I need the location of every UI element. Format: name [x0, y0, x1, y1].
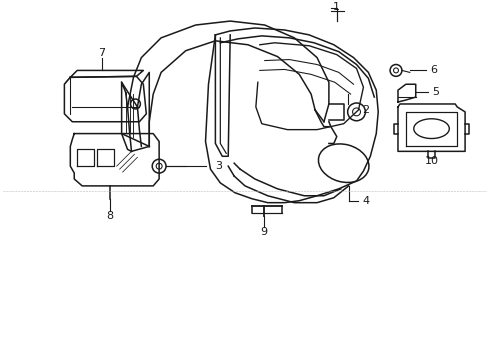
Text: 7: 7 [98, 48, 105, 58]
Text: 1: 1 [333, 2, 340, 12]
Text: 4: 4 [363, 196, 370, 206]
Text: 3: 3 [215, 161, 222, 171]
Text: 6: 6 [430, 66, 437, 76]
Text: 8: 8 [106, 211, 113, 221]
Text: 10: 10 [424, 156, 439, 166]
Text: 5: 5 [432, 87, 439, 97]
Text: 2: 2 [362, 105, 369, 115]
Text: 9: 9 [260, 227, 268, 237]
